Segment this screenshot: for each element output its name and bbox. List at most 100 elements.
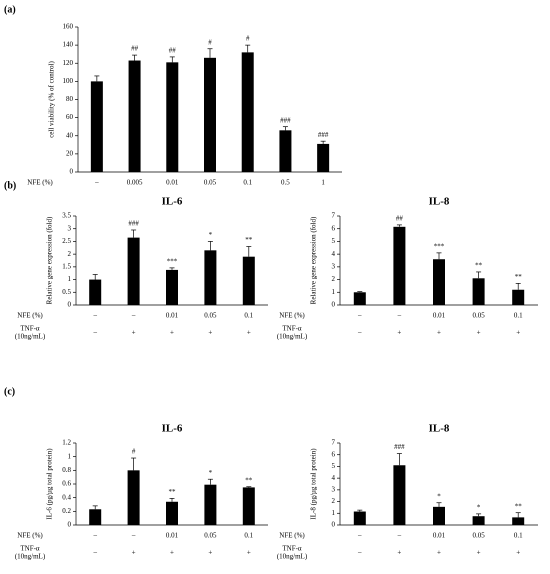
x-tick-label: + (437, 329, 441, 337)
x-tick-label: 1 (321, 179, 325, 187)
y-tick-label: 1.2 (62, 439, 71, 447)
x-tick-label: 0.1 (243, 179, 252, 187)
bar (512, 517, 525, 525)
bar (90, 81, 103, 172)
x-tick-label: – (397, 312, 402, 320)
x-tick-label: 0.01 (166, 312, 179, 320)
significance: ** (245, 476, 253, 484)
bar (166, 269, 178, 305)
significance: ** (169, 488, 177, 496)
y-axis-label: Relative gene expression (fold) (46, 216, 54, 304)
y-tick-label: 2 (332, 497, 336, 505)
y-axis-label: Relative gene expression (fold) (310, 216, 318, 304)
x-tick-label: – (92, 312, 97, 320)
bar (89, 509, 102, 525)
y-tick-label: 140 (63, 41, 74, 49)
significance: ### (394, 443, 405, 451)
y-tick-label: 1 (68, 452, 72, 460)
significance: ### (318, 131, 329, 139)
y-tick-label: 0.5 (62, 288, 71, 296)
x-tick-label: 0.05 (204, 312, 217, 320)
x-tick-label: – (131, 532, 136, 540)
y-tick-label: 60 (66, 113, 74, 121)
x-tick-label: 0.05 (204, 532, 217, 540)
chart-title: IL-8 (429, 196, 450, 208)
x-tick-label: 0.01 (166, 532, 179, 540)
x-row-label: (10ng/mL) (15, 553, 46, 561)
y-tick-label: 7 (332, 212, 336, 220)
bar (204, 484, 217, 525)
bar (279, 130, 292, 172)
x-tick-label: + (477, 329, 481, 337)
x-row-label: (10ng/mL) (277, 333, 308, 341)
y-tick-label: 0 (68, 301, 72, 309)
y-tick-label: 6 (332, 224, 336, 232)
significance: * (209, 231, 213, 239)
x-row-label: TNF-α (20, 325, 40, 333)
x-tick-label: + (477, 549, 481, 557)
bar (204, 250, 217, 305)
x-tick-label: 0.01 (166, 179, 179, 187)
y-tick-label: 3 (332, 485, 336, 493)
y-tick-label: 3 (332, 262, 336, 270)
bar (128, 60, 141, 172)
bar (353, 511, 366, 525)
y-tick-label: 5 (332, 237, 336, 245)
panel-label: (a) (4, 4, 16, 15)
chart-title: IL-6 (162, 423, 183, 435)
x-row-label: TNF-α (282, 545, 302, 553)
y-axis-label: cell viability (% of control) (48, 61, 56, 138)
y-tick-label: 0.4 (62, 493, 71, 501)
y-tick-label: 120 (63, 59, 74, 67)
y-tick-label: 4 (332, 250, 336, 258)
x-tick-label: 0.05 (472, 532, 485, 540)
x-tick-label: – (357, 532, 362, 540)
y-tick-label: 1.5 (62, 262, 71, 270)
x-row-label: NFE (%) (279, 532, 305, 540)
x-row-label: TNF-α (20, 545, 40, 553)
x-tick-label: – (131, 312, 136, 320)
panel-label: (c) (4, 386, 15, 397)
x-tick-label: – (357, 312, 362, 320)
bar (393, 465, 406, 525)
x-tick-label: 0.1 (514, 532, 523, 540)
bar (89, 279, 102, 305)
chart-title: IL-8 (429, 423, 450, 435)
x-row-label: NFE (%) (27, 179, 53, 187)
x-tick-label: + (516, 329, 520, 337)
y-tick-label: 0.8 (62, 466, 71, 474)
y-tick-label: 1 (332, 509, 336, 517)
x-tick-label: – (357, 329, 362, 337)
x-tick-label: 0.5 (281, 179, 290, 187)
x-tick-label: – (357, 549, 362, 557)
x-tick-label: + (516, 549, 520, 557)
x-tick-label: 0.1 (244, 312, 253, 320)
y-tick-label: 3 (68, 224, 72, 232)
x-tick-label: + (397, 549, 401, 557)
x-tick-label: + (170, 549, 174, 557)
bar (317, 143, 330, 172)
x-tick-label: + (397, 329, 401, 337)
bar (242, 487, 255, 525)
x-row-label: (10ng/mL) (15, 333, 46, 341)
y-tick-label: 1 (68, 275, 72, 283)
bar (433, 259, 445, 305)
significance: ** (245, 236, 253, 244)
x-tick-label: 0.1 (514, 312, 523, 320)
x-tick-label: 0.005 (127, 179, 143, 187)
bar (127, 470, 140, 525)
significance: * (477, 503, 481, 511)
x-row-label: NFE (%) (17, 312, 43, 320)
bar (166, 501, 178, 525)
x-tick-label: 0.05 (204, 179, 217, 187)
bar (127, 237, 140, 305)
panel-label: (b) (4, 180, 16, 191)
y-tick-label: 100 (63, 77, 74, 85)
bar (512, 289, 525, 305)
y-tick-label: 6 (332, 450, 336, 458)
x-tick-label: – (92, 329, 97, 337)
bar (353, 292, 366, 305)
bar (241, 52, 254, 172)
significance: *** (167, 257, 178, 265)
